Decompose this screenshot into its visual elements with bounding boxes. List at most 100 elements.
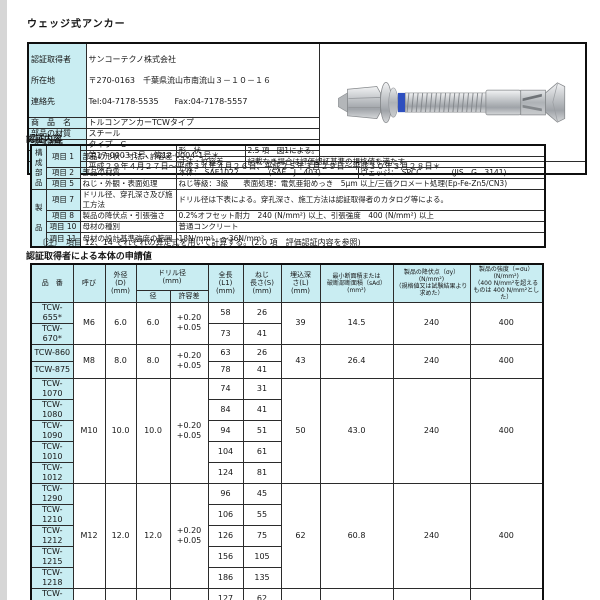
table-row: 構 成 部 品 項目 1 部品の形状・寸法・許容差 形 状 2.5 項 図1によ… [30,144,546,190]
page-title: ウェッジ式アンカー [27,19,126,30]
col-header-drill: ドリル径 (mm) [135,263,209,291]
anchor-shank [485,89,522,115]
part-no-cell: TCW-1212 [30,524,74,547]
spec-row: TCW-860 M8 8.0 8.0 +0.20 +0.05 63 26 43 … [30,343,544,379]
anchor-washer-small [388,87,399,117]
thread-len-cell: 75 [242,524,282,547]
thread-len-cell: 31 [242,377,282,400]
item2-name: 部品の材質 [79,167,177,179]
table-row: 項目 5 ねじ・外観・表面処理 ねじ等級：3級 表面処理：電気亜鉛めっき 5μm… [31,178,546,190]
spec-row: TCW-1290 M12 12.0 12.0 +0.20 +0.05 96 45… [30,482,544,589]
length-cell: 84 [207,398,244,421]
item1-shape-value: 2.5 項 図1による。 [244,144,546,157]
item2-wedge-value: ウェッジ： SPCC (JIS G 3141) [357,167,546,179]
embed-depth-cell: 39 [280,301,321,345]
spec-row: TCW-1612 M16 16.0 16.0 +0.20 +0.05 127 6… [30,587,544,600]
strength-cell: 400 [469,377,544,484]
part-no-cell: TCW-1290 [30,482,74,505]
holder-label-cell: 認証取得者 所在地 連絡先 [27,42,87,118]
length-cell: 58 [207,301,244,324]
min-area-cell: 43.0 [319,377,394,484]
length-cell: 94 [207,419,244,442]
spec-row: TCW-1090 94 51 [30,419,543,442]
item8-no: 項目 8 [45,210,81,222]
col-header-part: 品 番 [30,263,74,303]
col-header-thread: ねじ 長さ(S) (mm) [242,263,282,303]
length-cell: 104 [207,440,244,463]
item5-no: 項目 5 [45,178,81,190]
length-cell: 124 [207,461,244,484]
drill-tol-cell: +0.20 +0.05 [169,343,209,379]
address-label: 所在地 [31,76,55,85]
anchor-tip [338,91,349,113]
certification-summary-table: 認証取得者 所在地 連絡先 サンコーテクノ株式会社 〒270-0163 千葉県流… [27,42,587,175]
spec-row: TCW-655* M6 6.0 6.0 +0.20 +0.05 58 26 39… [30,301,544,345]
drill-dia-cell: 12.0 [135,482,171,589]
content-section-heading: 認証内容 [26,135,63,145]
item1-name: 部品の形状・寸法・許容差 [79,144,177,168]
item10-value: 普通コンクリート [175,221,546,233]
yield-point-cell: 240 [392,482,471,589]
min-area-cell: 60.8 [319,482,394,589]
item1-shape-label: 形 状 [175,144,246,157]
item7-no: 項目 7 [45,189,81,211]
anchor-hex-nut [347,85,382,119]
drill-tol-cell: +0.20 +0.05 [169,377,209,484]
spec-row: TCW-1070 M10 10.0 10.0 +0.20 +0.05 74 31… [30,377,544,484]
embed-depth-cell: 62 [280,482,321,589]
spec-row: TCW-1215 156 105 [30,545,543,568]
spec-row: TCW-1212 126 75 [30,524,543,547]
product-name-value: トルコンアンカーTCWタイプ [85,117,320,129]
drill-tol-cell: +0.20 +0.05 [169,301,209,345]
size-cell: M12 [72,482,106,589]
holder-value-cell: サンコーテクノ株式会社 〒270-0163 千葉県流山市南流山３－１０－１６ T… [85,42,320,118]
strength-cell: 400 [469,587,544,600]
size-cell: M8 [72,343,106,379]
address-value: 〒270-0163 千葉県流山市南流山３－１０－１６ [88,76,272,85]
certification-content-table: 構 成 部 品 項目 1 部品の形状・寸法・許容差 形 状 2.5 項 図1によ… [30,144,547,248]
item1-no: 項目 1 [45,144,81,168]
drill-tol-cell: +0.20 +0.05 [169,587,209,600]
product-name-label: 商 品 名 [27,117,87,129]
product-photo-cell [318,42,587,162]
material-value: スチール [85,128,320,140]
item11-value: 18N/mm² ～36N/mm² [175,232,546,247]
drill-dia-cell: 16.0 [135,587,171,600]
col-header-embed: 埋込深 さ(L) (mm) [280,263,321,303]
yield-point-cell: 240 [392,343,471,379]
size-cell: M6 [72,301,106,345]
header-row: 品 番 呼び 外径 (D) (mm) ドリル径 (mm) 全長 (L1) (mm… [30,263,544,303]
part-no-cell: TCW-1080 [30,398,74,421]
item10-name: 母材の種別 [79,221,177,233]
note-line: 〔注〕 項目 12、14 それぞれの算定式を用いて計算する。(2.0 項 評価認… [38,238,361,247]
strength-cell: 400 [469,301,544,345]
table-row: 製 品 項目 7 ドリル径、穿孔深さ及び施工方法 ドリル径は下表による。穿孔深さ… [30,189,546,247]
wedge-anchor-photo [338,81,566,123]
part-no-cell: TCW-875 [30,360,74,379]
part-no-cell: TCW-860 [30,343,74,362]
holder-value: サンコーテクノ株式会社 [88,55,177,64]
contact-label: 連絡先 [31,97,55,106]
part-no-cell: TCW-1210 [30,503,74,526]
drill-dia-cell: 10.0 [135,377,171,484]
outer-dia-cell: 12.0 [104,482,137,589]
yield-point-cell: 240 [392,377,471,484]
spec-row: TCW-1080 84 41 [30,398,543,421]
item11-no: 項目 11 [45,232,81,247]
outer-dia-cell: 6.0 [104,301,137,345]
table-row: 項目 10 母材の種別 普通コンクリート [31,221,546,233]
length-cell: 126 [207,524,244,547]
scan-edge-shadow [0,0,7,600]
thread-len-cell: 41 [242,360,282,379]
thread-len-cell: 62 [242,587,282,600]
header-row: 径 許容差 [31,289,543,303]
part-no-cell: TCW-1218 [30,566,74,589]
length-cell: 74 [207,377,244,400]
col-header-area: 最小断面積または 破断部断面積（sAd） (mm²) [319,263,394,303]
col-header-drill-tol: 許容差 [169,289,209,303]
group-component-label: 構 成 部 品 [30,144,47,190]
thread-len-cell: 26 [242,301,282,324]
spec-row: TCW-670* 73 41 [30,322,543,345]
item5-name: ねじ・外観・表面処理 [79,178,177,190]
